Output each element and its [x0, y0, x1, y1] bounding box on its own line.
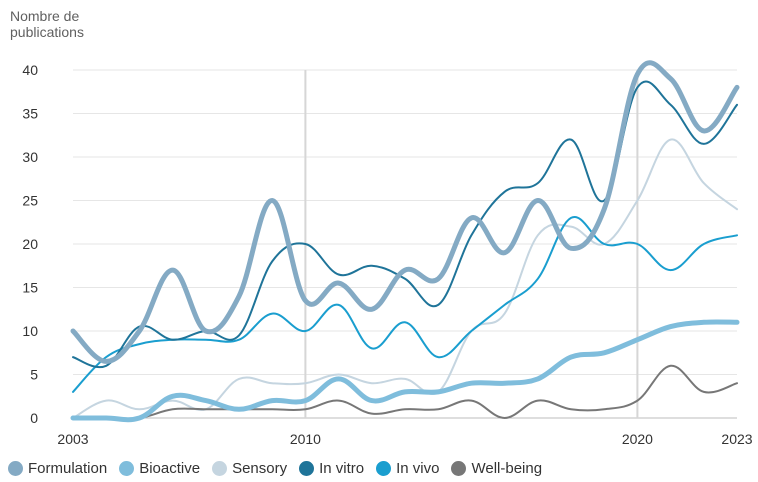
legend-label: Bioactive	[139, 460, 201, 477]
x-tick-label: 2020	[622, 431, 653, 447]
series-line-in-vivo	[72, 216, 738, 393]
legend-item-formulation: Formulation	[8, 460, 107, 477]
y-tick-label: 0	[30, 410, 38, 426]
y-tick-labels: 0 5 10 15 20 25 30 35 40	[22, 62, 38, 426]
x-tick-labels: 2003 2010 2020 2023	[57, 431, 752, 447]
legend-label: In vivo	[396, 460, 440, 477]
series-line-sensory	[72, 138, 738, 419]
y-tick-label: 40	[22, 62, 38, 78]
legend-marker	[299, 461, 315, 476]
legend-marker	[451, 461, 467, 476]
legend-label: Sensory	[232, 460, 288, 477]
legend-item-sensory: Sensory	[212, 460, 287, 477]
y-tick-label: 30	[22, 149, 38, 165]
y-tick-label: 10	[22, 323, 38, 339]
legend-item-in-vitro: In vitro	[299, 460, 364, 477]
legend-label: Well-being	[471, 460, 543, 477]
y-tick-label: 35	[22, 106, 38, 122]
legend-item-well-being: Well-being	[451, 460, 542, 477]
x-tick-label: 2003	[57, 431, 88, 447]
legend-label: Formulation	[28, 460, 108, 477]
y-tick-label: 25	[22, 193, 38, 209]
legend: Formulation Bioactive Sensory In vitro In vi…	[8, 460, 554, 477]
legend-marker	[119, 461, 135, 476]
legend-marker	[8, 461, 23, 476]
series-line-bioactive	[70, 319, 740, 423]
legend-label: In vitro	[319, 460, 365, 477]
legend-item-in-vivo: In vivo	[376, 460, 439, 477]
y-tick-label: 5	[30, 367, 38, 383]
legend-item-bioactive: Bioactive	[119, 460, 200, 477]
legend-marker	[376, 461, 392, 476]
line-chart: 0 5 10 15 20 25 30 35 40 2003 2010 2020 2023	[22, 60, 753, 447]
y-tick-label: 15	[22, 280, 38, 296]
series-line-well-being	[72, 364, 738, 420]
x-tick-label: 2010	[290, 431, 321, 447]
series-line-formulation	[70, 60, 740, 364]
y-axis-label: Nombre de publications	[10, 8, 84, 40]
x-tick-label: 2023	[721, 431, 752, 447]
y-tick-label: 20	[22, 236, 38, 252]
legend-marker	[212, 461, 228, 476]
series-lines	[70, 60, 740, 423]
